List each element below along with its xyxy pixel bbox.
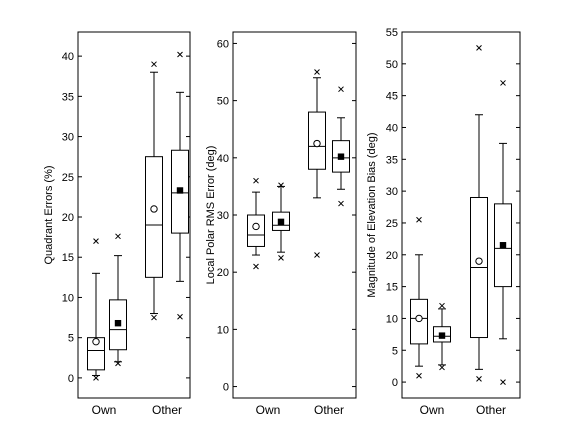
y-tick-label: 0 — [223, 382, 229, 394]
plot-frame — [401, 31, 521, 399]
max-marker — [416, 216, 422, 223]
max-marker — [314, 69, 320, 75]
max-marker — [253, 177, 259, 184]
mean-marker — [252, 222, 260, 231]
mean-marker — [475, 257, 483, 265]
y-tick-label: 10 — [62, 292, 74, 304]
max-marker — [338, 86, 344, 93]
box-own-filled-square — [433, 302, 451, 371]
y-tick-label: 30 — [62, 132, 74, 144]
min-marker — [500, 379, 506, 385]
mean-marker — [176, 187, 184, 194]
box-other-filled-square — [171, 51, 189, 320]
interquartile-box — [145, 156, 163, 278]
y-tick-label: 20 — [386, 250, 398, 262]
min-marker — [177, 313, 183, 320]
interquartile-box — [247, 214, 265, 247]
box-own-filled-square — [272, 182, 290, 261]
mean-marker — [499, 242, 507, 249]
y-tick-label: 10 — [386, 313, 398, 325]
y-tick-label: 25 — [62, 172, 74, 184]
min-marker — [278, 255, 284, 261]
y-tick-label: 15 — [386, 282, 398, 294]
min-marker — [253, 263, 259, 270]
y-tick-label: 15 — [62, 252, 74, 264]
y-tick-label: 20 — [62, 212, 74, 224]
category-label-own: Own — [92, 403, 117, 417]
y-tick-label: 35 — [386, 154, 398, 166]
max-marker — [177, 51, 183, 58]
category-label-other: Other — [314, 403, 344, 417]
y-tick-label: 30 — [386, 186, 398, 198]
min-marker — [416, 372, 422, 379]
y-tick-label: 5 — [68, 333, 74, 345]
min-marker — [115, 360, 121, 367]
max-marker — [115, 233, 121, 240]
mean-marker — [277, 218, 285, 226]
box-other-filled-square — [332, 86, 350, 207]
y-axis-label: Magnitude of Elevation Bias (deg) — [366, 132, 378, 297]
y-tick-label: 0 — [392, 377, 398, 389]
polar-rms-error-panel: 0 10 20 30 40 50 60 Local Polar RMS Error (deg)… — [205, 31, 357, 417]
y-tick-label: 30 — [217, 210, 229, 222]
category-label-other: Other — [476, 403, 506, 417]
min-marker — [476, 376, 482, 382]
box-other-open-circle — [145, 61, 163, 321]
max-marker — [476, 45, 482, 51]
max-marker — [500, 80, 506, 86]
box-own-open-circle — [247, 177, 265, 270]
mean-marker — [337, 153, 345, 160]
y-tick-label: 40 — [386, 122, 398, 134]
box-own-open-circle — [87, 238, 105, 381]
min-marker — [314, 252, 320, 258]
mean-marker — [114, 319, 122, 327]
y-tick-label: 20 — [217, 267, 229, 279]
mean-marker — [313, 139, 321, 148]
y-tick-label: 0 — [68, 373, 74, 385]
y-tick-label: 10 — [217, 324, 229, 336]
max-marker — [93, 238, 99, 244]
quadrant-errors-panel: 0 5 10 15 20 25 30 35 40 Quadrant Errors (%) Own Ot… — [43, 31, 191, 417]
y-axis-label: Local Polar RMS Error (deg) — [205, 146, 217, 285]
mean-marker — [150, 205, 158, 213]
mean-marker — [438, 332, 446, 339]
y-tick-label: 40 — [217, 153, 229, 165]
y-tick-label: 5 — [392, 345, 398, 357]
box-other-open-circle — [308, 69, 326, 258]
box-other-filled-square — [494, 80, 512, 385]
y-tick-label: 25 — [386, 218, 398, 230]
mean-marker — [92, 337, 100, 346]
box-own-open-circle — [410, 216, 428, 379]
y-tick-label: 60 — [217, 38, 229, 50]
y-tick-label: 50 — [217, 96, 229, 108]
max-marker — [439, 302, 445, 309]
interquartile-box — [87, 337, 105, 371]
y-tick-label: 55 — [386, 27, 398, 39]
min-marker — [439, 364, 445, 371]
y-tick-label: 50 — [386, 59, 398, 71]
box-other-open-circle — [470, 45, 488, 382]
y-tick-label: 45 — [386, 91, 398, 103]
plot-frame — [77, 31, 191, 399]
category-label-other: Other — [152, 403, 182, 417]
category-label-own: Own — [420, 403, 445, 417]
box-own-filled-square — [109, 233, 127, 367]
y-tick-label: 40 — [62, 51, 74, 63]
min-marker — [93, 375, 99, 381]
y-axis-label: Quadrant Errors (%) — [43, 165, 55, 264]
elevation-bias-panel: 0 5 10 15 20 25 30 35 40 45 50 55 Magnitude of Eleva… — [366, 27, 521, 417]
category-label-own: Own — [256, 403, 281, 417]
max-marker — [278, 182, 284, 189]
mean-marker — [415, 314, 423, 323]
y-tick-label: 35 — [62, 91, 74, 103]
min-marker — [338, 200, 344, 207]
min-marker — [151, 314, 157, 321]
max-marker — [151, 61, 157, 68]
